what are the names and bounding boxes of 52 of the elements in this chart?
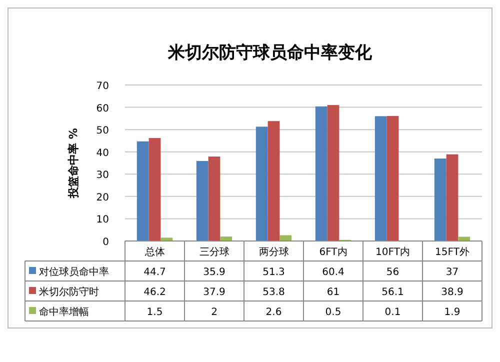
chart-title: 米切尔防守球员命中率变化 xyxy=(167,43,373,63)
data-label: 35.9 xyxy=(203,267,226,278)
bar xyxy=(446,154,458,241)
data-label: 51.3 xyxy=(262,267,285,278)
data-label: 60.4 xyxy=(322,267,344,278)
data-label: 53.8 xyxy=(262,287,285,298)
bar xyxy=(136,141,149,241)
data-label: 0.1 xyxy=(384,307,401,318)
data-label: 1.9 xyxy=(444,307,460,318)
x-tick-label: 三分球 xyxy=(199,246,230,258)
bar xyxy=(196,160,208,241)
data-label: 38.9 xyxy=(441,287,464,298)
data-label: 0.5 xyxy=(325,307,342,318)
x-tick-label: 6FT内 xyxy=(319,246,348,258)
y-tick-label: 60 xyxy=(96,103,109,114)
data-label: 2 xyxy=(211,307,218,318)
legend-label: 命中率增幅 xyxy=(39,306,89,318)
y-tick-label: 40 xyxy=(96,148,109,159)
data-label: 37 xyxy=(446,267,459,278)
data-label: 61 xyxy=(326,287,340,298)
y-tick-label: 10 xyxy=(96,214,109,226)
bar xyxy=(148,138,161,241)
data-label: 44.7 xyxy=(144,267,166,278)
y-tick-label: 20 xyxy=(96,192,109,204)
data-label: 37.9 xyxy=(203,287,226,298)
bar xyxy=(208,156,220,241)
bar xyxy=(374,116,387,241)
bar xyxy=(327,105,340,241)
bar xyxy=(160,238,173,241)
data-label: 56 xyxy=(386,267,400,278)
bar xyxy=(315,106,328,241)
x-tick-label: 15FT外 xyxy=(435,247,470,258)
x-tick-label: 两分球 xyxy=(258,246,289,258)
y-axis-title: 投篮命中率 % xyxy=(67,128,80,199)
data-label: 2.6 xyxy=(266,307,282,318)
bar xyxy=(386,116,399,241)
bar xyxy=(268,121,280,241)
x-tick-label: 总体 xyxy=(144,246,165,258)
bar xyxy=(256,126,268,241)
legend-label: 米切尔防守时 xyxy=(39,286,99,298)
bar xyxy=(220,236,232,241)
data-label: 1.5 xyxy=(146,307,163,318)
y-tick-label: 0 xyxy=(102,237,109,248)
bar xyxy=(280,235,292,241)
data-label: 46.2 xyxy=(144,287,166,298)
legend-label: 对位球员命中率 xyxy=(39,266,109,278)
bar xyxy=(434,158,446,241)
y-tick-label: 50 xyxy=(96,126,109,137)
y-tick-label: 30 xyxy=(96,170,109,182)
y-tick-label: 70 xyxy=(96,81,109,92)
x-tick-label: 10FT内 xyxy=(376,246,410,258)
data-label: 56.1 xyxy=(382,287,404,298)
